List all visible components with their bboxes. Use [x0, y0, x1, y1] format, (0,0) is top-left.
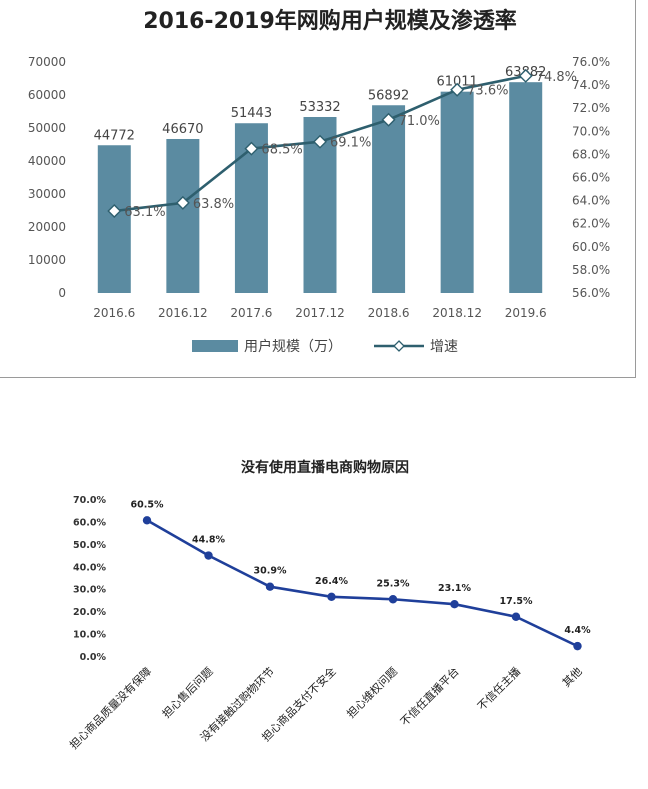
y-left-tick-label: 20000 — [28, 220, 66, 234]
y-left-tick-label: 30000 — [28, 187, 66, 201]
growth-value-label: 74.8% — [536, 70, 577, 85]
reason-point — [327, 592, 336, 601]
reason-value-label: 44.8% — [192, 535, 225, 546]
y-left-tick-label: 50000 — [28, 121, 66, 135]
x-tick-label: 2017.12 — [295, 306, 345, 320]
y-tick-label: 70.0% — [73, 495, 106, 506]
reason-value-label: 17.5% — [500, 596, 533, 607]
bar-value-label: 44772 — [94, 128, 135, 143]
bar-value-label: 56892 — [368, 88, 409, 103]
growth-point — [313, 134, 327, 149]
chart-panel-live-commerce: 没有使用直播电商购物原因 0.0% 10.0% 20.0% 30.0% 40.0% 50.… — [0, 440, 648, 785]
bar — [372, 105, 406, 293]
x-tick-label: 2017.6 — [230, 306, 272, 320]
y-right-tick-label: 62.0% — [572, 217, 610, 231]
y-right-tick-label: 74.0% — [572, 78, 610, 92]
chart-title: 2016-2019年网购用户规模及渗透率 — [143, 8, 517, 34]
reason-value-label: 30.9% — [254, 566, 287, 577]
growth-point — [518, 68, 533, 83]
reason-point — [573, 641, 582, 651]
reason-line — [146, 519, 579, 648]
y-right-tick-label: 64.0% — [572, 194, 610, 208]
x-category-label: 不信任直播平台 — [397, 664, 461, 728]
y-right-tick-label: 56.0% — [572, 286, 610, 300]
x-category-label: 其他 — [560, 665, 585, 690]
y-tick-label: 30.0% — [73, 585, 106, 596]
growth-value-label: 71.0% — [399, 114, 440, 129]
legend-label-growth: 增速 — [430, 339, 458, 355]
reason-value-label: 25.3% — [377, 578, 410, 589]
y-left-tick-label: 70000 — [28, 55, 66, 69]
y-right-tick-label: 76.0% — [572, 55, 610, 69]
y-left-tick-label: 10000 — [28, 253, 66, 267]
x-tick-label: 2016.12 — [158, 306, 208, 320]
chart-live-commerce-reasons: 没有使用直播电商购物原因 0.0% 10.0% 20.0% 30.0% 40.0% 50.… — [66, 459, 591, 752]
bar-value-label: 46670 — [162, 122, 203, 137]
reason-value-label: 23.1% — [438, 583, 471, 594]
x-category-label: 不信任主播 — [474, 664, 523, 713]
reason-point — [388, 595, 398, 604]
reason-point — [204, 551, 213, 560]
x-tick-label: 2018.12 — [432, 306, 482, 320]
chart-title: 没有使用直播电商购物原因 — [241, 459, 409, 476]
reason-point — [265, 582, 275, 591]
x-tick-label: 2016.6 — [93, 306, 135, 320]
legend-label-user-scale: 用户规模（万） — [244, 338, 342, 355]
growth-value-label: 73.6% — [467, 84, 508, 99]
chart-panel-online-shopping: 2016-2019年网购用户规模及渗透率 0 10000 20000 30000 400… — [0, 0, 636, 378]
y-right-tick-label: 66.0% — [572, 171, 610, 185]
growth-point — [244, 141, 259, 156]
x-tick-label: 2019.6 — [505, 306, 547, 320]
y-right-tick-label: 58.0% — [572, 263, 610, 277]
bar — [166, 138, 200, 293]
y-left-tick-label: 0 — [58, 286, 66, 300]
x-category-label: 担心商品质量没有保障 — [66, 664, 154, 752]
growth-value-label: 68.5% — [261, 143, 302, 158]
growth-point — [175, 195, 190, 210]
x-category-label: 担心维权问题 — [344, 664, 401, 721]
bar — [97, 145, 131, 293]
y-tick-label: 10.0% — [73, 630, 106, 641]
y-tick-label: 40.0% — [73, 562, 106, 573]
reason-point — [142, 516, 152, 525]
growth-value-label: 63.8% — [193, 197, 234, 212]
reason-value-label: 26.4% — [315, 576, 348, 587]
y-tick-label: 0.0% — [80, 652, 107, 663]
growth-point — [107, 204, 122, 218]
growth-point — [381, 112, 396, 127]
reason-value-label: 60.5% — [131, 499, 164, 510]
y-left-tick-label: 40000 — [28, 154, 66, 168]
y-tick-label: 50.0% — [73, 540, 106, 551]
growth-value-label: 63.1% — [124, 205, 165, 220]
y-right-tick-label: 68.0% — [572, 147, 610, 161]
y-right-tick-label: 72.0% — [572, 101, 610, 115]
reason-point — [511, 612, 521, 621]
x-tick-label: 2018.6 — [368, 306, 410, 320]
bar-value-label: 51443 — [231, 106, 272, 121]
y-right-tick-label: 60.0% — [572, 240, 610, 254]
legend-swatch-user-scale — [192, 340, 238, 352]
chart-online-shopping-users: 2016-2019年网购用户规模及渗透率 0 10000 20000 30000 400… — [28, 8, 610, 355]
bar — [509, 82, 543, 294]
growth-point — [450, 82, 465, 97]
x-category-label: 担心售后问题 — [159, 664, 216, 721]
y-left-tick-label: 60000 — [28, 88, 66, 102]
y-tick-label: 20.0% — [73, 607, 106, 618]
legend-swatch-growth-marker — [393, 340, 405, 352]
bar-value-label: 61011 — [436, 75, 477, 90]
reason-value-label: 4.4% — [564, 625, 591, 636]
bar-value-label: 53332 — [299, 100, 340, 115]
reason-point — [450, 599, 459, 609]
y-tick-label: 60.0% — [73, 517, 106, 528]
growth-value-label: 69.1% — [330, 136, 371, 151]
bar — [440, 91, 474, 293]
y-right-tick-label: 70.0% — [572, 124, 610, 138]
